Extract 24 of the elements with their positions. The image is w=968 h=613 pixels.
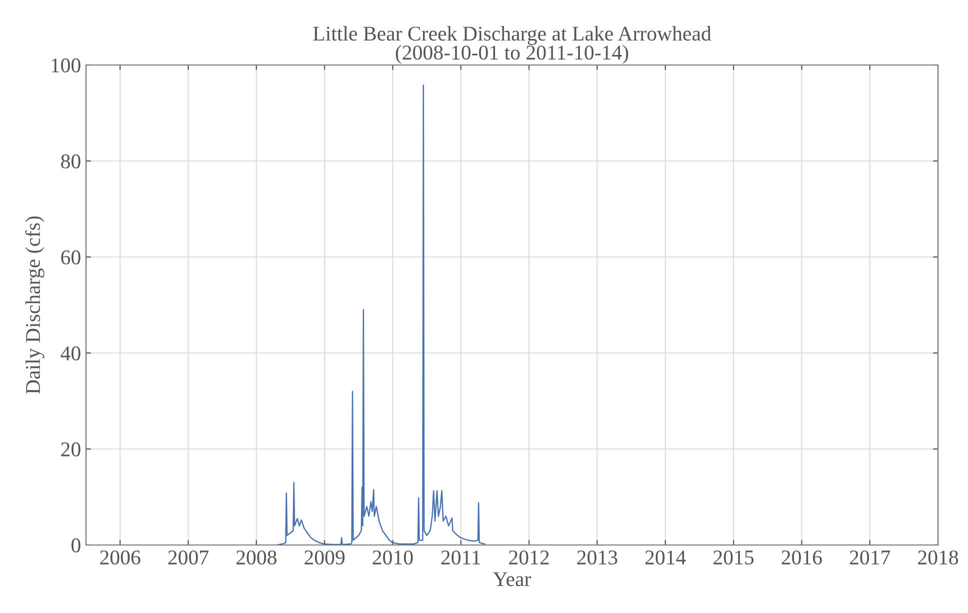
y-tick-label: 100 — [52, 58, 80, 72]
x-tick-label: 2010 — [372, 550, 413, 565]
x-tick-label: 2008 — [236, 550, 276, 565]
y-tick-label: 20 — [61, 442, 80, 456]
chart-title: Little Bear Creek Discharge at Lake Arrowhead — [313, 26, 712, 45]
chart-subtitle: (2008-10-01 to 2011-10-14) — [396, 44, 628, 64]
y-tick-label: 40 — [60, 346, 80, 360]
x-tick-label: 2014 — [645, 550, 686, 565]
x-tick-label: 2017 — [850, 550, 890, 565]
line-series — [276, 84, 486, 545]
y-tick-label: 60 — [61, 250, 80, 264]
x-axis-title: Year — [493, 572, 532, 586]
x-tick-label: 2016 — [782, 550, 822, 565]
x-tick-label: 2018 — [918, 550, 958, 565]
y-tick-label: 80 — [61, 154, 80, 168]
x-tick-label: 2006 — [100, 550, 140, 565]
x-tick-label: 2011 — [441, 550, 480, 565]
x-tick-label: 2009 — [304, 550, 345, 565]
y-tick-label: 0 — [72, 538, 80, 552]
x-tick-label: 2015 — [714, 550, 754, 565]
x-tick-label: 2013 — [577, 550, 618, 565]
x-tick-label: 2007 — [168, 550, 208, 565]
x-tick-label: 2012 — [509, 550, 549, 565]
y-axis-title: Daily Discharge (cfs) — [25, 216, 44, 394]
